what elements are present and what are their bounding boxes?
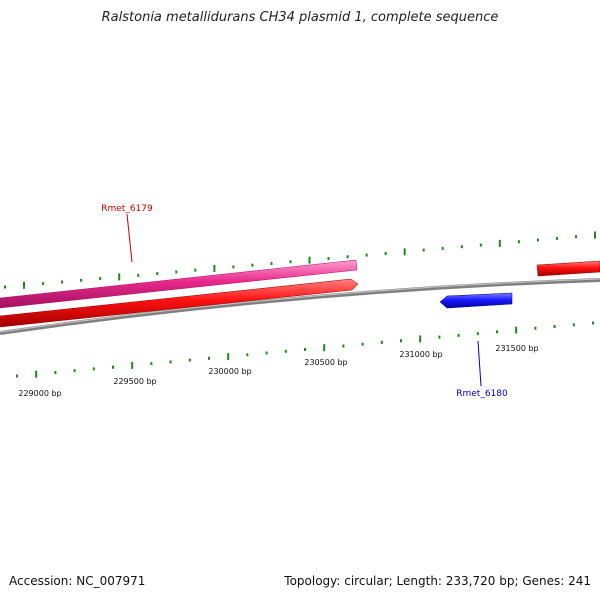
tick-row-lower	[16, 321, 594, 378]
sequence-stats: Topology: circular; Length: 233,720 bp; …	[284, 574, 591, 588]
gene-label-rmet-6180[interactable]: Rmet_6180	[456, 389, 508, 399]
scale-label-229000: 229000 bp	[18, 389, 61, 398]
scale-label-229500: 229500 bp	[113, 377, 156, 386]
gene-rmet-6179[interactable]	[0, 259, 358, 309]
leader-rmet-6180	[477, 340, 482, 387]
scale-label-230000: 230000 bp	[208, 367, 251, 376]
gene-rmet-6180[interactable]	[439, 292, 513, 309]
gene-forward-strand[interactable]	[0, 278, 359, 328]
scale-label-231000: 231000 bp	[399, 350, 442, 359]
sequence-backbone	[0, 278, 600, 335]
scale-label-231500: 231500 bp	[495, 344, 538, 353]
accession-label: Accession: NC_007971	[9, 574, 146, 588]
gene-forward-strand-right[interactable]	[536, 260, 600, 277]
gene-label-rmet-6179[interactable]: Rmet_6179	[101, 204, 153, 214]
scale-label-230500: 230500 bp	[304, 358, 347, 367]
map-title: Ralstonia metallidurans CH34 plasmid 1, …	[101, 10, 499, 25]
tick-row-upper	[4, 231, 596, 289]
leader-rmet-6179	[126, 213, 133, 263]
